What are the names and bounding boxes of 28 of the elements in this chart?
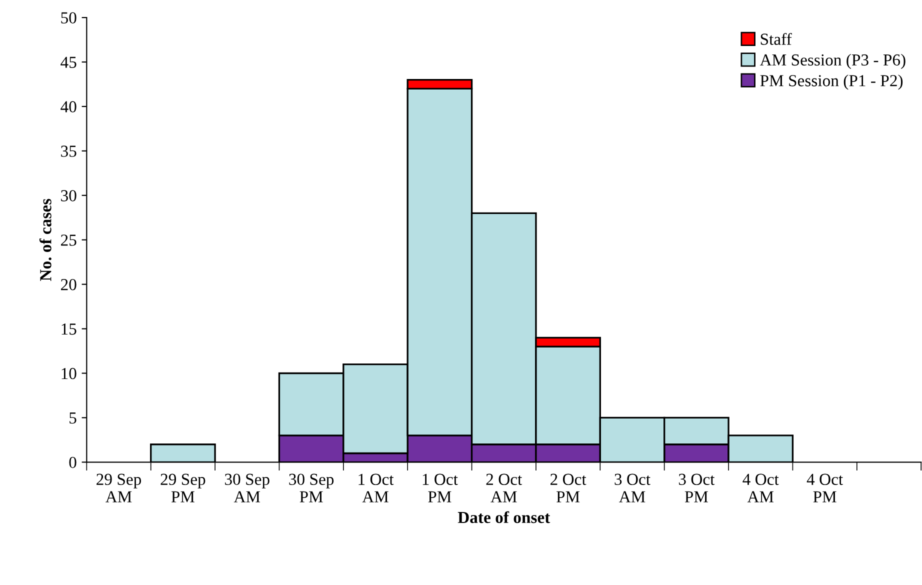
x-tick-label: 30 Sep AM bbox=[225, 474, 270, 502]
x-tick-label: 1 Oct AM bbox=[358, 474, 394, 502]
y-tick-label: 15 bbox=[62, 324, 76, 335]
y-tick-label: 0 bbox=[69, 456, 76, 468]
x-tick-label: 4 Oct PM bbox=[806, 474, 843, 502]
x-tick-label: 3 Oct AM bbox=[614, 474, 650, 502]
y-axis-title: No. of cases bbox=[39, 198, 52, 281]
x-tick-label: 4 Oct AM bbox=[742, 474, 779, 502]
y-tick-label: 5 bbox=[70, 412, 76, 424]
x-tick-label: 2 Oct AM bbox=[486, 474, 522, 502]
legend-label: Staff bbox=[760, 32, 792, 45]
x-tick-label: 29 Sep AM bbox=[96, 474, 142, 502]
x-tick-label: 2 Oct PM bbox=[550, 474, 586, 502]
legend-label: AM Session (P3 - P6) bbox=[760, 54, 906, 69]
x-tick-label: 30 Sep PM bbox=[289, 474, 334, 502]
y-tick-label: 30 bbox=[61, 190, 76, 202]
y-tick-label: 25 bbox=[61, 234, 76, 246]
y-tick-label: 45 bbox=[60, 56, 76, 68]
y-tick-label: 35 bbox=[61, 146, 76, 157]
legend-label: PM Session (P1 - P2) bbox=[760, 74, 903, 90]
x-axis-title: Date of onset bbox=[458, 511, 550, 524]
y-tick-label: 40 bbox=[60, 101, 76, 112]
x-tick-label: 1 Oct PM bbox=[422, 474, 458, 502]
y-tick-label: 50 bbox=[61, 12, 76, 24]
x-tick-label: 3 Oct PM bbox=[678, 474, 715, 502]
y-tick-label: 20 bbox=[61, 279, 76, 290]
y-tick-label: 10 bbox=[62, 368, 76, 380]
x-tick-label: 29 Sep PM bbox=[160, 474, 206, 502]
